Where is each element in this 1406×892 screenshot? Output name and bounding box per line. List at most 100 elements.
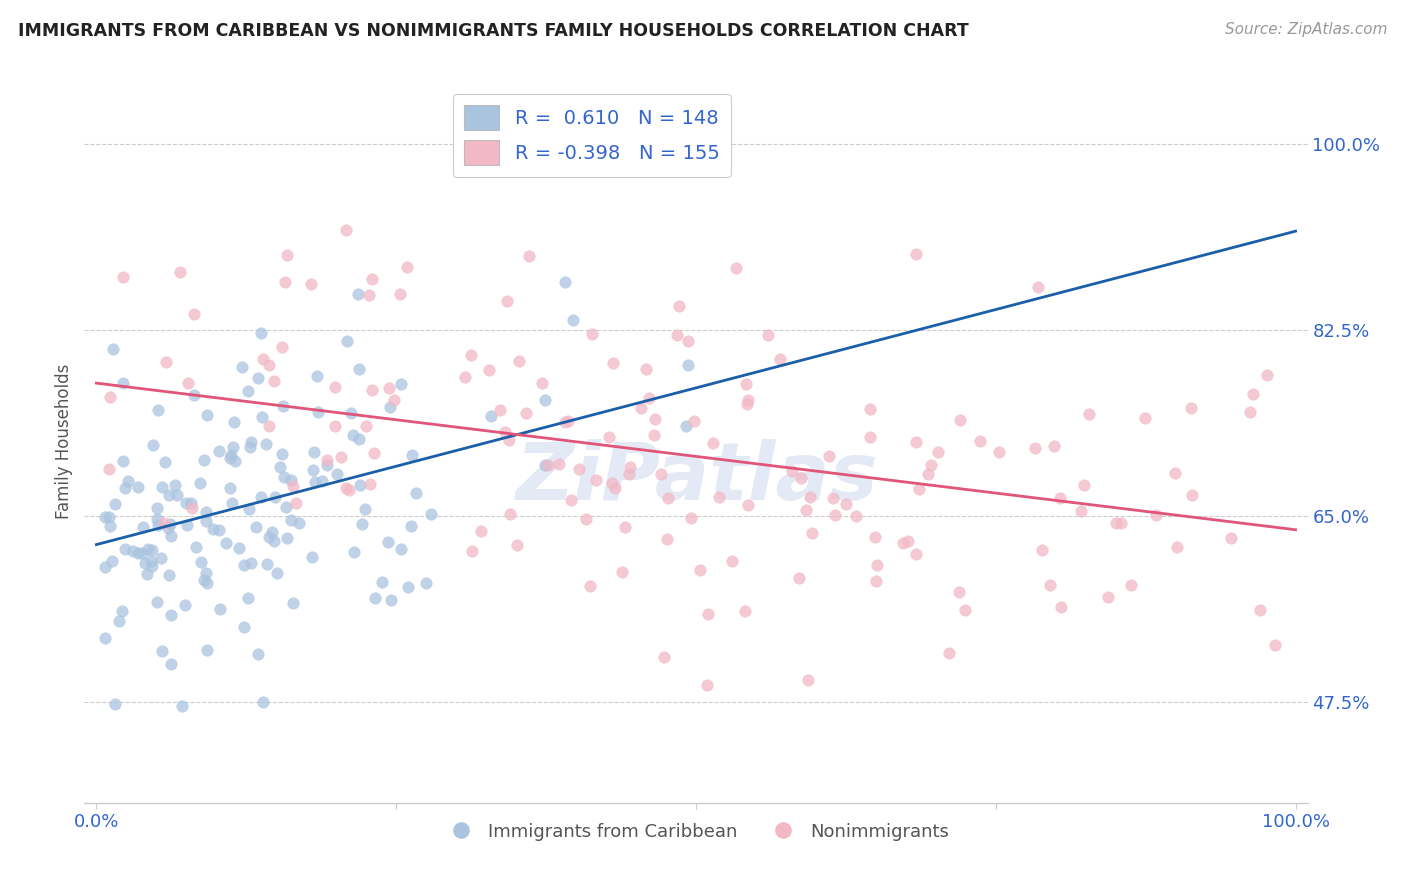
Point bbox=[188, 475, 211, 490]
Point bbox=[668, 299, 690, 313]
Point bbox=[176, 518, 198, 533]
Point bbox=[790, 471, 813, 485]
Point bbox=[859, 430, 882, 444]
Point bbox=[347, 361, 370, 376]
Point bbox=[361, 272, 384, 286]
Point bbox=[789, 571, 811, 585]
Point bbox=[737, 499, 759, 513]
Point bbox=[302, 463, 325, 477]
Point bbox=[329, 450, 352, 464]
Point bbox=[495, 294, 517, 309]
Point bbox=[274, 275, 297, 289]
Point bbox=[195, 566, 218, 581]
Point bbox=[489, 402, 512, 417]
Point bbox=[266, 566, 288, 580]
Point bbox=[619, 459, 641, 474]
Point bbox=[153, 455, 176, 469]
Point bbox=[818, 449, 841, 463]
Point bbox=[405, 486, 427, 500]
Point bbox=[135, 567, 157, 582]
Point bbox=[652, 649, 675, 664]
Point bbox=[155, 355, 177, 369]
Point bbox=[823, 491, 845, 505]
Point bbox=[557, 414, 579, 428]
Point bbox=[146, 403, 169, 417]
Point bbox=[735, 397, 758, 411]
Point bbox=[865, 574, 887, 588]
Point bbox=[142, 438, 165, 452]
Point bbox=[866, 558, 889, 573]
Point bbox=[159, 488, 181, 502]
Point bbox=[1105, 516, 1128, 530]
Point bbox=[336, 334, 359, 349]
Point bbox=[97, 510, 120, 524]
Point bbox=[1180, 401, 1202, 416]
Point bbox=[602, 356, 624, 370]
Point bbox=[1077, 407, 1099, 421]
Point bbox=[948, 585, 970, 599]
Point bbox=[696, 678, 718, 692]
Point bbox=[352, 516, 374, 531]
Point bbox=[260, 524, 283, 539]
Point bbox=[157, 567, 180, 582]
Point bbox=[676, 334, 699, 348]
Point bbox=[160, 608, 183, 623]
Point bbox=[238, 501, 260, 516]
Point bbox=[250, 491, 273, 505]
Point bbox=[274, 500, 297, 514]
Point bbox=[575, 512, 598, 526]
Point bbox=[697, 607, 720, 621]
Point bbox=[114, 541, 136, 556]
Point bbox=[547, 457, 569, 471]
Point bbox=[146, 518, 169, 533]
Point bbox=[301, 549, 323, 564]
Point bbox=[304, 475, 326, 489]
Point bbox=[150, 643, 173, 657]
Point bbox=[141, 543, 163, 558]
Point bbox=[127, 480, 149, 494]
Text: ZiPatlas: ZiPatlas bbox=[515, 439, 877, 516]
Point bbox=[343, 545, 366, 559]
Point bbox=[250, 326, 273, 340]
Point bbox=[734, 604, 756, 618]
Point bbox=[683, 415, 706, 429]
Point bbox=[1050, 600, 1073, 615]
Point bbox=[389, 287, 412, 301]
Point bbox=[568, 462, 591, 476]
Point bbox=[1111, 516, 1133, 531]
Point bbox=[224, 454, 246, 468]
Point bbox=[1026, 280, 1049, 294]
Point bbox=[644, 412, 666, 426]
Point bbox=[969, 434, 991, 449]
Point bbox=[169, 265, 191, 279]
Point bbox=[634, 362, 657, 376]
Point bbox=[1164, 466, 1187, 480]
Point bbox=[218, 481, 240, 495]
Point bbox=[401, 448, 423, 462]
Point bbox=[104, 698, 127, 712]
Point bbox=[891, 536, 914, 550]
Point bbox=[228, 541, 250, 555]
Point bbox=[721, 554, 744, 568]
Legend: Immigrants from Caribbean, Nonimmigrants: Immigrants from Caribbean, Nonimmigrants bbox=[436, 815, 956, 848]
Point bbox=[276, 531, 298, 545]
Point bbox=[170, 699, 193, 714]
Point bbox=[245, 520, 267, 534]
Point bbox=[280, 513, 302, 527]
Point bbox=[263, 374, 285, 388]
Point bbox=[311, 474, 333, 488]
Point bbox=[1024, 441, 1046, 455]
Point bbox=[1166, 541, 1188, 555]
Point bbox=[1241, 386, 1264, 401]
Point bbox=[326, 467, 349, 481]
Point bbox=[536, 458, 558, 473]
Point bbox=[323, 380, 346, 394]
Point bbox=[112, 376, 135, 391]
Point bbox=[508, 354, 530, 368]
Point bbox=[494, 425, 516, 439]
Point bbox=[389, 542, 412, 557]
Point bbox=[380, 593, 402, 607]
Point bbox=[281, 596, 304, 610]
Point bbox=[335, 223, 357, 237]
Point bbox=[131, 546, 153, 560]
